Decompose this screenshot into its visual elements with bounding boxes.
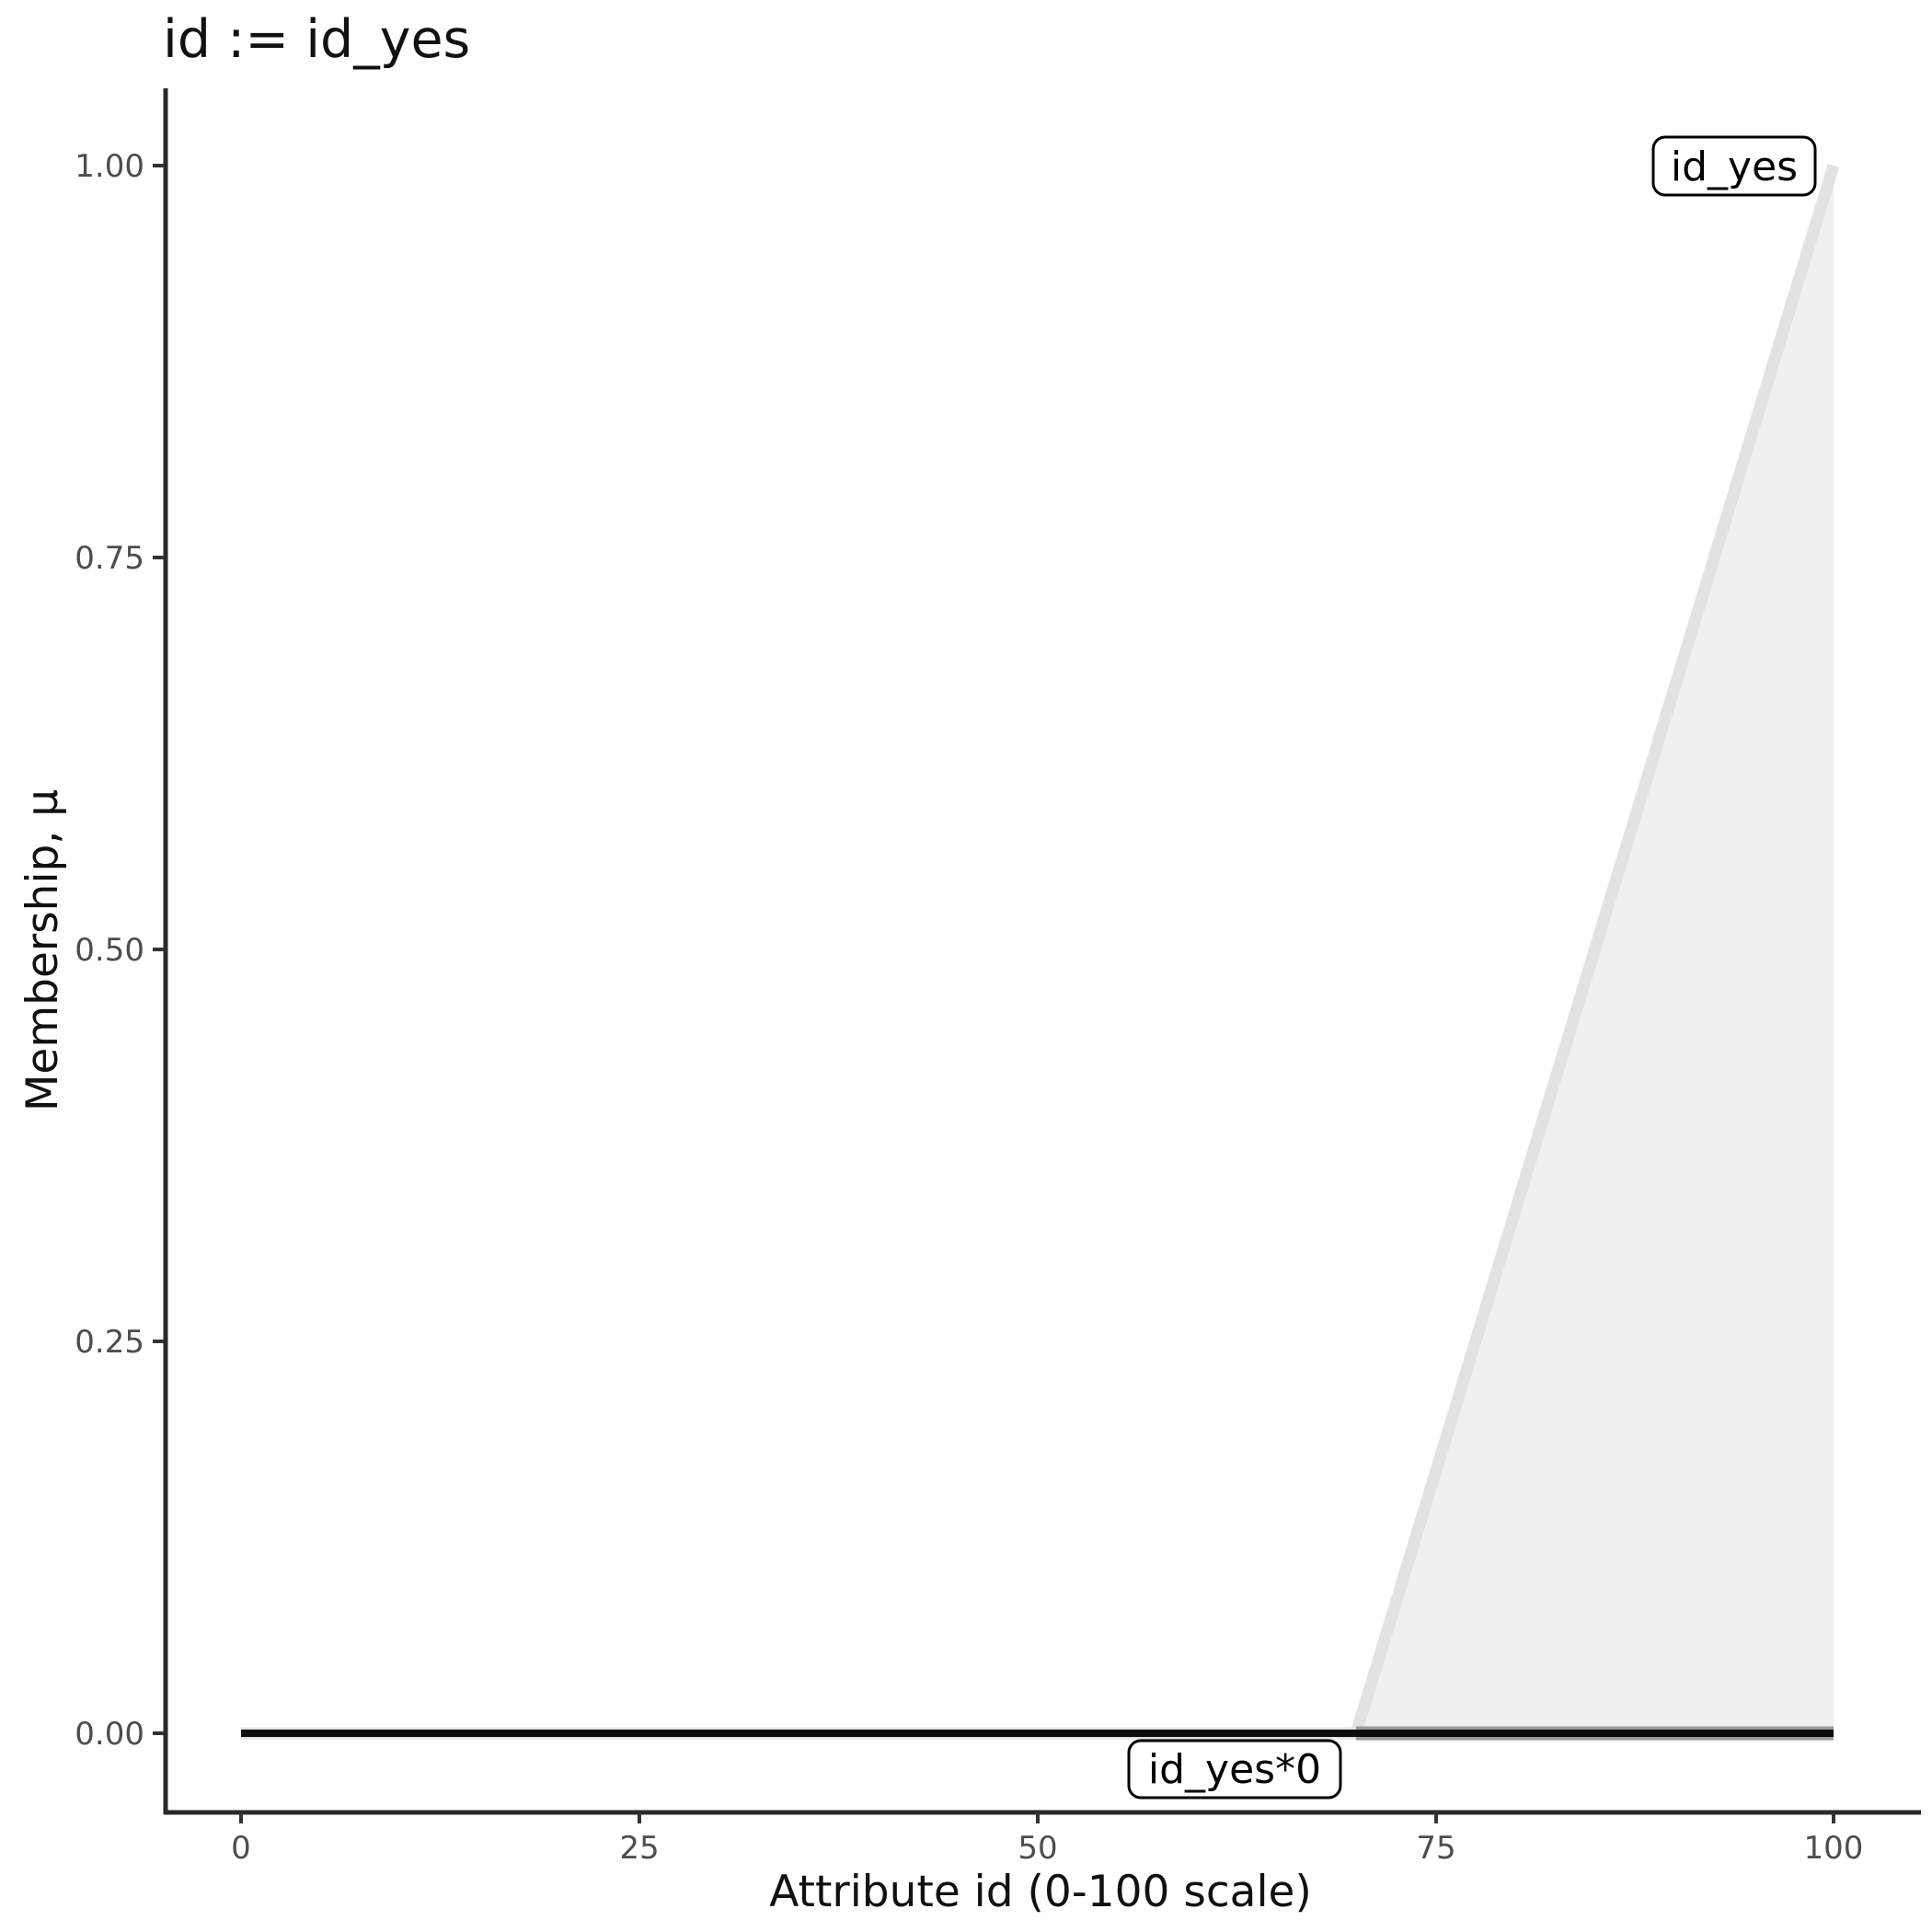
x-tick-label: 75 [1416, 1830, 1455, 1867]
y-tick-label: 1.00 [75, 148, 144, 185]
x-tick-labels: 0 25 50 75 100 [231, 1830, 1863, 1867]
x-axis-title: Attribute id (0-100 scale) [769, 1867, 1312, 1917]
annotation-id-yes-text: id_yes [1671, 144, 1798, 190]
annotation-id-yes-times-0-box [1127, 1739, 1342, 1800]
annotation-id-yes-times-0-text: id_yes*0 [1148, 1746, 1321, 1793]
y-tick-label: 0.75 [75, 540, 144, 577]
y-axis-title: Membership, μ [17, 789, 68, 1111]
y-tick-label: 0.00 [75, 1716, 144, 1753]
x-tick-marks [239, 1812, 1835, 1823]
plot-title: id := id_yes [163, 9, 470, 70]
annotation-id-yes-box [1651, 135, 1817, 197]
x-tick-label: 25 [619, 1830, 659, 1867]
y-tick-label: 0.25 [75, 1324, 144, 1361]
x-tick-label: 50 [1018, 1830, 1057, 1867]
y-tick-marks [153, 164, 164, 1735]
y-tick-label: 0.50 [75, 932, 144, 969]
annotation-id-yes-times-0: id_yes*0 [1127, 1739, 1342, 1800]
x-tick-label: 100 [1804, 1830, 1864, 1867]
y-tick-labels: 0.00 0.25 0.50 0.75 1.00 [75, 148, 144, 1753]
annotation-id-yes: id_yes [1651, 135, 1817, 197]
x-tick-label: 0 [231, 1830, 251, 1867]
